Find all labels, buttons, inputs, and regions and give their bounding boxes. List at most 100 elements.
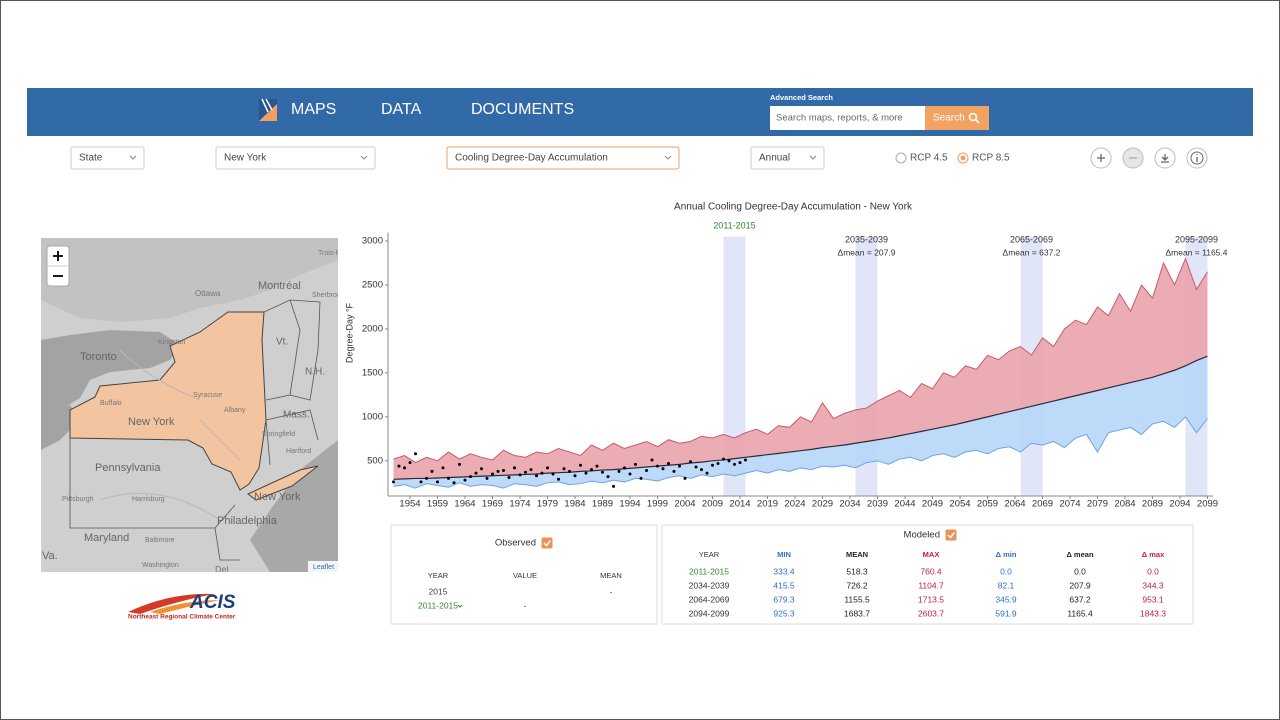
search-button-label: Search: [933, 113, 965, 124]
chart-title: Annual Cooling Degree-Day Accumulation -…: [674, 202, 913, 213]
nav-item[interactable]: DATA: [381, 101, 422, 118]
observed-point: [419, 480, 423, 484]
tables: Observed YEAR VALUE MEAN 2015 - 2011-2015 - Mode…: [390, 524, 1194, 625]
checkbox[interactable]: [945, 529, 957, 541]
observed-point: [414, 452, 417, 456]
x-tick-label: 2079: [1087, 499, 1108, 510]
observed-point: [485, 476, 489, 480]
checkbox[interactable]: [541, 537, 553, 549]
search-button[interactable]: [925, 106, 989, 130]
map-label: Albany: [224, 407, 246, 414]
select[interactable]: [750, 146, 825, 170]
map-label: Mass.: [283, 410, 310, 421]
map-label: Harrisburg: [132, 496, 165, 503]
modeled-panel: [661, 524, 1194, 625]
y-tick-label: 2000: [362, 323, 383, 334]
band-fill: [393, 356, 1208, 489]
highlight-label: 2035-2039: [845, 234, 888, 244]
observed-point: [727, 459, 731, 463]
column-header: VALUE: [513, 571, 537, 580]
dropdown-chevron[interactable]: [457, 604, 463, 608]
search-icon: [968, 112, 980, 124]
long-island: [247, 465, 319, 501]
select[interactable]: [446, 146, 680, 170]
select-chevron: [664, 155, 672, 160]
observed-point: [557, 477, 560, 481]
radio-dot: [960, 155, 966, 161]
observed-point: [656, 464, 659, 468]
column-header: MAX: [923, 550, 940, 559]
select-chevron: [129, 155, 137, 160]
table-cell: 726.2: [846, 580, 868, 590]
table-cell: 2094-2099: [689, 608, 730, 618]
state-borders: [69, 299, 321, 561]
logo-swoosh: [128, 593, 215, 614]
observed-point: [425, 476, 428, 480]
map-attribution[interactable]: Leaflet: [313, 564, 334, 571]
observed-point: [474, 471, 478, 475]
highlight-label: 2095-2099: [1175, 234, 1218, 244]
observed-point: [733, 462, 736, 466]
zoom-in[interactable]: [53, 251, 63, 261]
x-tick-label: 2029: [812, 499, 833, 510]
map-label: Philadelphia: [217, 515, 278, 527]
table-cell: 2034-2039: [689, 580, 730, 590]
observed-point: [447, 476, 450, 480]
attribution-bg: [308, 561, 338, 572]
observed-point: [535, 474, 538, 478]
table-cell: 1683.7: [844, 608, 870, 618]
checkmark: [947, 532, 956, 539]
observed-point: [562, 467, 566, 471]
table-cell: 0.0: [1147, 566, 1159, 576]
observed-point: [436, 480, 439, 484]
x-tick-label: 2089: [1142, 499, 1163, 510]
x-tick-label: 1969: [482, 499, 503, 510]
nav-item[interactable]: DOCUMENTS: [471, 101, 574, 118]
table-cell: 1165.4: [1067, 608, 1093, 618]
table-cell: 760.4: [920, 566, 942, 576]
observed-point: [639, 476, 643, 480]
observed-point: [496, 469, 500, 473]
radio[interactable]: [895, 152, 907, 164]
column-header: Δ min: [996, 550, 1017, 559]
observed-point: [403, 466, 406, 470]
observed-point: [397, 464, 401, 468]
observed-point: [744, 458, 747, 462]
nav-item[interactable]: MAPS: [291, 101, 336, 118]
observed-point: [700, 468, 703, 472]
observed-point: [645, 468, 648, 472]
band-fill: [393, 258, 1208, 480]
observed-point: [480, 467, 483, 471]
map-label: Va.: [42, 550, 58, 562]
select-chevron: [360, 155, 368, 160]
map-label: Syracuse: [193, 392, 222, 399]
observed-point: [491, 472, 494, 476]
observed-point: [617, 469, 621, 473]
observed-point: [430, 469, 434, 473]
search-input[interactable]: [770, 106, 925, 130]
table-cell: 1713.5: [918, 594, 944, 604]
observed-point: [584, 471, 588, 475]
icon-ring: [1190, 151, 1204, 165]
series-line: [393, 257, 1208, 464]
y-tick-label: 500: [367, 455, 383, 466]
nav-logo[interactable]: [259, 98, 277, 121]
map-label: Montréal: [258, 280, 301, 292]
column-header: YEAR: [699, 550, 720, 559]
y-tick-label: 3000: [362, 236, 383, 247]
observed-point: [573, 474, 577, 478]
select-value: New York: [224, 153, 267, 164]
map-label: N.H.: [305, 367, 325, 378]
select[interactable]: [70, 146, 145, 170]
map-label: Sherbrooke: [312, 292, 348, 299]
select[interactable]: [215, 146, 376, 170]
map[interactable]: Trois-Rivières Ottawa Montréal Sherbrooke Ki…: [41, 238, 361, 574]
highlight-note: Δmean = 207.9: [838, 247, 896, 257]
state-new-york[interactable]: [69, 311, 267, 491]
observed-panel: [390, 524, 658, 625]
map-label: Springfield: [262, 431, 295, 438]
observed-point: [458, 462, 461, 466]
panel-title: Observed: [495, 538, 536, 549]
map-label: Buffalo: [100, 400, 122, 407]
table-cell: 0.0: [1074, 566, 1086, 576]
